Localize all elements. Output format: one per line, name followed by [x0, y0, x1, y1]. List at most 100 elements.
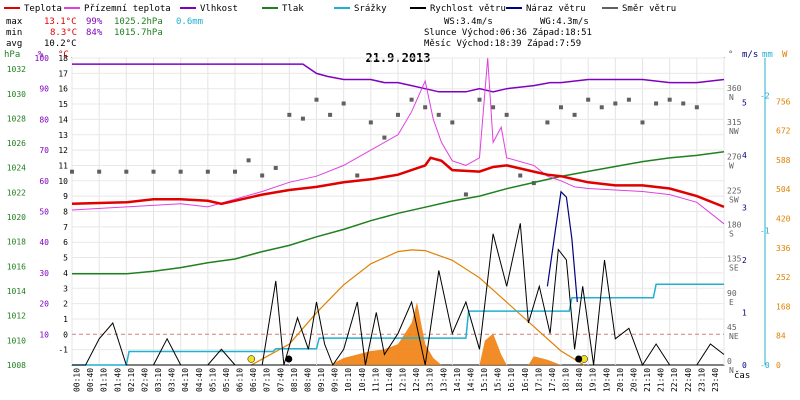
tick-hpa: 1026 [7, 139, 26, 148]
tick-ms: 1 [742, 309, 747, 318]
legend-label-6: Náraz větru [526, 4, 586, 14]
time-label: 08:40 [303, 368, 312, 392]
tick-dir: 180 [727, 221, 742, 230]
time-axis-labels: 00:10 00:40 01:10 01:40 02:10 02:40 03:10 03:40… [73, 368, 720, 392]
time-label: 03:10 [154, 368, 163, 392]
wind-gust-line [546, 190, 578, 303]
tick-ms: 2 [742, 256, 747, 265]
stats-max-rain: 0.6mm [176, 17, 203, 27]
legend-label-7: Směr větru [622, 4, 676, 14]
tick-pct: 20 [39, 300, 49, 309]
tick-dir-label: E [729, 298, 734, 307]
moon-set-marker [285, 355, 293, 363]
time-label: 02:40 [140, 368, 149, 392]
time-label: 06:40 [249, 368, 258, 392]
time-label: 16:10 [507, 368, 516, 392]
tick-mm: -0 [760, 361, 770, 370]
tick-temp: 1 [63, 315, 68, 324]
tick-temp: 8 [63, 208, 68, 217]
time-label: 09:10 [317, 368, 326, 392]
unit-pct: % [38, 50, 44, 60]
time-label: 21:40 [657, 368, 666, 392]
tick-temp: 15 [58, 100, 68, 109]
tick-temp: 6 [63, 238, 68, 247]
time-label: 04:10 [181, 368, 190, 392]
wind-direction-point-6 [233, 169, 237, 174]
tick-temp: 12 [58, 146, 68, 155]
legend-label-5: Rychlost větru [430, 4, 506, 14]
time-label: 01:10 [100, 368, 109, 392]
tick-w: 84 [776, 332, 786, 341]
tick-hpa: 1016 [7, 262, 26, 271]
tick-temp: 5 [63, 254, 68, 263]
tick-dir-label: NW [729, 127, 739, 136]
wind-direction-point-8 [260, 173, 265, 178]
wind-direction-point-38 [667, 97, 672, 102]
tick-w: 672 [776, 127, 791, 136]
wind-direction-point-10 [287, 112, 292, 117]
time-label: 04:40 [195, 368, 204, 392]
wind-direction-point-26 [504, 112, 509, 117]
tick-hpa: 1030 [7, 90, 26, 99]
wind-direction-point-14 [341, 101, 346, 106]
stats-max-temp: 13.1°C [44, 17, 77, 27]
stats-avg-temp: 10.2°C [44, 39, 77, 49]
stats-max-label: max [6, 17, 23, 27]
tick-temp: 0 [63, 330, 68, 339]
tick-hpa: 1022 [7, 188, 26, 197]
wind-direction-point-1 [97, 169, 102, 174]
tick-hpa: 1018 [7, 238, 26, 247]
tick-w: 0 [776, 361, 781, 370]
time-label: 00:10 [73, 368, 82, 392]
stats-block: max 13.1°C 99% 1025.2hPa 0.6mm min 8.3°C… [6, 17, 203, 49]
tick-temp: 14 [58, 115, 68, 124]
time-label: 21:10 [643, 368, 652, 392]
unit-w: W [782, 50, 788, 60]
time-label: 18:10 [562, 368, 571, 392]
tick-dir: 315 [727, 118, 742, 127]
time-label: 12:40 [412, 368, 421, 392]
time-label: 00:40 [86, 368, 95, 392]
unit-deg: ° [728, 50, 733, 60]
time-label: 08:10 [290, 368, 299, 392]
wind-direction-point-20 [423, 105, 428, 110]
tick-temp: 17 [58, 69, 68, 78]
tick-pct: 60 [39, 177, 49, 186]
time-label: 17:40 [548, 368, 557, 392]
time-label: 20:10 [616, 368, 625, 392]
moon-info: Měsíc Východ:18:39 Západ:7:59 [424, 39, 581, 49]
time-label: 10:40 [358, 368, 367, 392]
time-label: 15:10 [480, 368, 489, 392]
stats-min-hum: 84% [86, 28, 103, 38]
legend-label-3: Tlak [282, 4, 304, 14]
time-label: 13:10 [426, 368, 435, 392]
tick-ms: 0 [742, 361, 747, 370]
tick-dir: 135 [727, 255, 742, 264]
wind-direction-point-32 [586, 97, 591, 102]
time-label: 22:40 [684, 368, 693, 392]
wind-direction-point-4 [178, 169, 183, 174]
wind-speed-info: WS:3.4m/s [444, 17, 493, 27]
tick-temp: 4 [63, 269, 68, 278]
time-label: 01:40 [113, 368, 122, 392]
tick-pct: 100 [35, 54, 50, 63]
plot-area [70, 57, 725, 367]
tick-dir-label: N [729, 366, 734, 375]
solar-curve [251, 249, 585, 366]
wind-direction-point-30 [559, 105, 563, 110]
time-label: 19:40 [602, 368, 611, 392]
time-label: 13:40 [439, 368, 448, 392]
time-label: 23:40 [711, 368, 720, 392]
wind-direction-point-24 [477, 97, 482, 102]
tick-dir: 45 [727, 323, 737, 332]
time-label: 20:40 [629, 368, 638, 392]
stats-max-press: 1025.2hPa [114, 17, 163, 27]
wind-direction-point-0 [70, 169, 74, 174]
tick-dir: 360 [727, 84, 742, 93]
tick-hpa: 1020 [7, 213, 26, 222]
wind-direction-point-11 [300, 116, 305, 121]
tick-dir-label: SE [729, 264, 739, 273]
tick-temp: 18 [58, 54, 68, 63]
tick-dir: 270 [727, 152, 742, 161]
wind-direction-point-40 [694, 105, 699, 110]
